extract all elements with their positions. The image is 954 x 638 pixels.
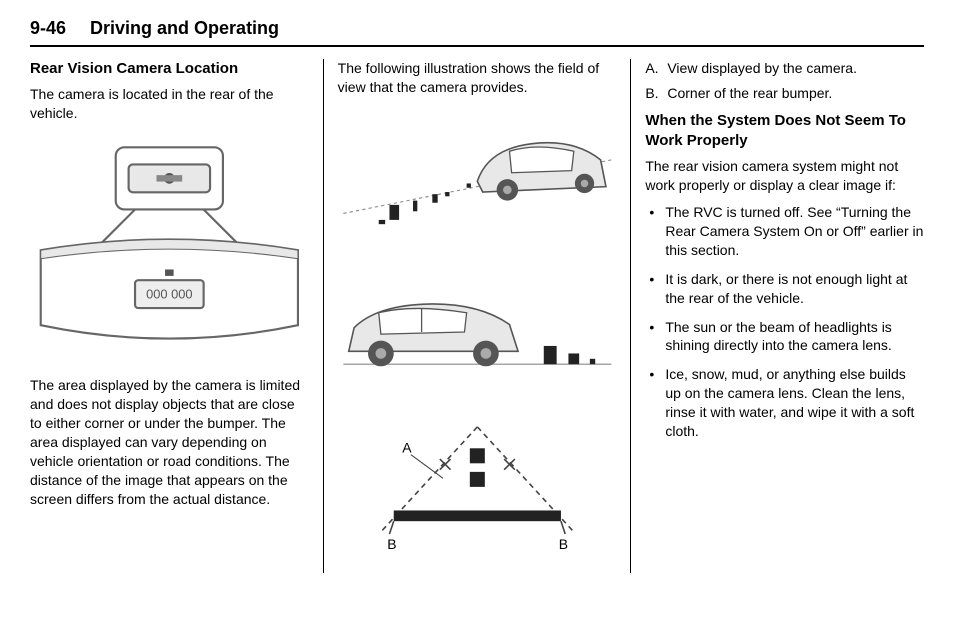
chapter-title: Driving and Operating: [90, 18, 279, 39]
page-number: 9-46: [30, 18, 66, 39]
col3-intro: The rear vision camera system might not …: [645, 157, 924, 195]
legend-a-text: View displayed by the camera.: [667, 59, 857, 78]
label-b1: B: [387, 536, 396, 552]
col3-bullets: The RVC is turned off. See “Turning the …: [645, 203, 924, 441]
fov-side-figure: [338, 287, 617, 383]
column-2: The following illustration shows the fie…: [324, 59, 632, 573]
legend-b-letter: B.: [645, 84, 667, 103]
col2-p1: The following illustration shows the fie…: [338, 59, 617, 97]
col1-p1: The camera is located in the rear of the…: [30, 85, 309, 123]
legend-a: A. View displayed by the camera.: [645, 59, 924, 78]
bullet-item: The sun or the beam of headlights is shi…: [645, 318, 924, 356]
column-3: A. View displayed by the camera. B. Corn…: [631, 59, 924, 573]
legend-a-letter: A.: [645, 59, 667, 78]
col1-p2: The area displayed by the camera is limi…: [30, 376, 309, 508]
bullet-item: The RVC is turned off. See “Turning the …: [645, 203, 924, 260]
content-columns: Rear Vision Camera Location The camera i…: [30, 59, 924, 573]
bullet-item: It is dark, or there is not enough light…: [645, 270, 924, 308]
legend-b-text: Corner of the rear bumper.: [667, 84, 832, 103]
legend-b: B. Corner of the rear bumper.: [645, 84, 924, 103]
bullet-item: Ice, snow, mud, or anything else builds …: [645, 365, 924, 441]
fov-perspective-figure: [338, 117, 617, 256]
col3-heading: When the System Does Not Seem To Work Pr…: [645, 111, 924, 152]
label-b2: B: [558, 536, 567, 552]
fov-topdown-figure: A B B: [338, 414, 617, 553]
label-a: A: [402, 440, 412, 456]
page-header: 9-46 Driving and Operating: [30, 18, 924, 47]
col1-heading: Rear Vision Camera Location: [30, 59, 309, 79]
camera-location-figure: 000 000: [30, 143, 309, 357]
column-1: Rear Vision Camera Location The camera i…: [30, 59, 324, 573]
license-plate-text: 000 000: [146, 286, 192, 301]
